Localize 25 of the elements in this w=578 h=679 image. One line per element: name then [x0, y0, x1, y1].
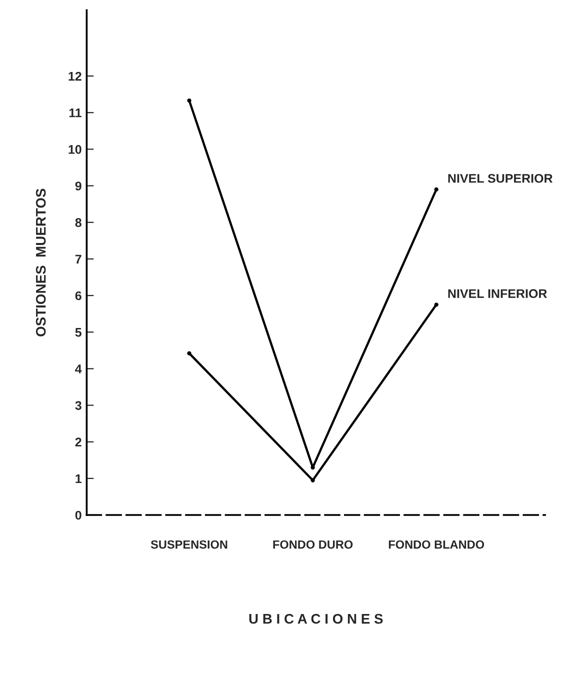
point — [434, 302, 438, 307]
y-tick-label: 12 — [68, 72, 82, 81]
point — [187, 98, 192, 103]
series-label: NIVEL SUPERIOR — [448, 174, 553, 183]
y-tick-label: 5 — [75, 328, 82, 337]
x-tick-label: FONDO BLANDO — [388, 540, 484, 549]
point — [434, 187, 438, 192]
x-tick-label: FONDO DURO — [273, 540, 353, 549]
series-label: NIVEL INFERIOR — [448, 289, 547, 298]
y-tick-label: 6 — [75, 291, 82, 300]
point — [310, 478, 315, 482]
y-tick-label: 11 — [69, 108, 82, 118]
y-tick-label: 1 — [76, 474, 82, 483]
y-tick-label: 0 — [75, 510, 82, 520]
x-tick-label: SUSPENSION — [150, 540, 228, 549]
x-axis-title: U B I C A C I O N E S — [249, 614, 383, 624]
y-tick-label: 4 — [75, 364, 82, 374]
y-tick-label: 8 — [75, 218, 82, 228]
y-tick-label: 3 — [75, 401, 82, 410]
y-tick-label: 7 — [75, 254, 82, 264]
point — [187, 351, 192, 356]
y-tick-label: 10 — [68, 145, 82, 154]
y-axis-title: OSTIONES MUERTOS — [36, 188, 46, 336]
y-tick-label: 2 — [75, 438, 82, 446]
y-tick-label: 9 — [75, 182, 82, 190]
